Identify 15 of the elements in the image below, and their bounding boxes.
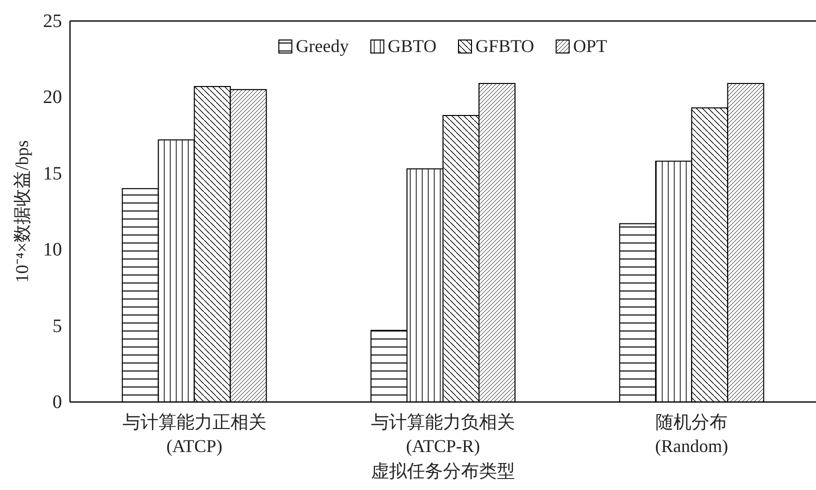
y-tick-label: 25 — [43, 11, 62, 32]
x-axis-title: 虚拟任务分布类型 — [371, 461, 515, 481]
y-axis-title: 10⁻⁴×数据收益/bps — [12, 140, 32, 283]
y-tick-label: 10 — [43, 240, 62, 261]
x-tick-label: 与计算能力负相关 (ATCP-R) — [371, 412, 515, 456]
legend-label: Greedy — [296, 36, 349, 56]
legend-label: OPT — [573, 36, 608, 56]
legend-label: GFBTO — [475, 36, 534, 56]
y-tick-label: 0 — [52, 392, 62, 413]
y-tick-label: 5 — [52, 316, 62, 337]
y-tick-label: 15 — [43, 163, 62, 184]
x-tick-label: 与计算能力正相关 (ATCP) — [122, 412, 266, 456]
x-tick-label: 随机分布 (Random) — [655, 412, 728, 456]
legend-label: GBTO — [388, 36, 436, 56]
y-tick-label: 20 — [43, 87, 62, 108]
